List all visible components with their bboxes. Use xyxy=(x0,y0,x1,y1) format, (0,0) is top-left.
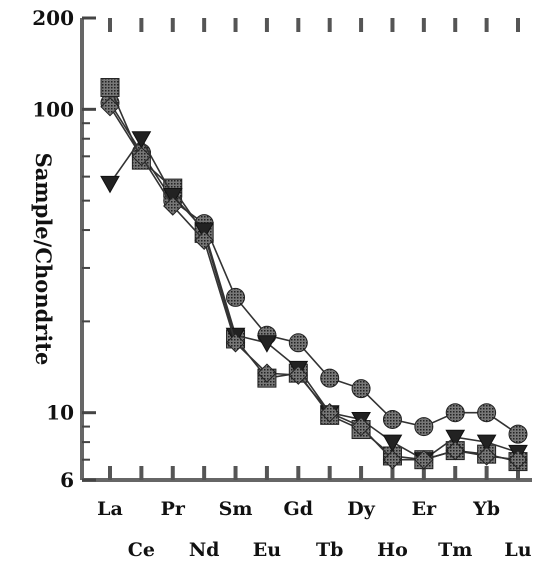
data-point-diamond xyxy=(225,333,246,353)
data-point-triangle xyxy=(100,175,120,194)
data-point-diamond xyxy=(319,402,340,423)
data-point-triangle xyxy=(257,335,277,353)
data-point-diamond xyxy=(351,416,371,437)
x-tick-label: Sm xyxy=(219,498,253,520)
data-point-diamond xyxy=(476,446,497,466)
data-point-diamond xyxy=(445,440,465,461)
data-point-diamond xyxy=(382,449,403,470)
data-point-circle xyxy=(508,424,528,444)
data-point-diamond xyxy=(414,449,434,470)
data-point-square xyxy=(100,78,120,98)
x-tick-label: Gd xyxy=(284,498,314,520)
x-tick-label: Ho xyxy=(377,539,408,561)
data-point-triangle xyxy=(476,434,497,453)
x-tick-label: Pr xyxy=(161,498,186,520)
x-tick-label: La xyxy=(97,498,123,520)
data-point-diamond xyxy=(100,97,120,117)
data-point-circle xyxy=(351,379,371,399)
data-point-triangle xyxy=(445,429,466,448)
y-axis-label: Sample/Chondrite xyxy=(31,153,56,366)
data-point-circle xyxy=(414,417,434,437)
series-layer xyxy=(100,78,528,472)
series-line xyxy=(109,102,519,435)
y-tick-label: 10 xyxy=(46,401,74,425)
data-point-diamond xyxy=(131,146,152,167)
x-tick-label: Nd xyxy=(189,539,220,561)
series-line xyxy=(109,137,519,461)
data-point-circle xyxy=(320,368,340,388)
data-point-diamond xyxy=(508,449,528,470)
data-point-diamond xyxy=(163,196,183,216)
data-point-circle xyxy=(477,403,497,423)
y-tick-label: 100 xyxy=(32,97,74,121)
x-tick-label: Yb xyxy=(472,498,500,520)
x-tick-label: Er xyxy=(412,498,437,520)
x-tick-label: Tm xyxy=(438,539,472,561)
series-triangle xyxy=(100,131,528,470)
data-point-diamond xyxy=(257,363,277,383)
data-point-circle xyxy=(445,403,465,423)
y-tick-label: 6 xyxy=(60,468,74,492)
top-tick-marks xyxy=(108,18,520,480)
series-diamond xyxy=(100,97,528,470)
data-point-diamond xyxy=(194,230,214,251)
data-point-triangle xyxy=(382,434,403,453)
y-tick-label: 200 xyxy=(32,6,74,30)
data-point-circle xyxy=(288,333,308,353)
x-tick-label: Eu xyxy=(253,539,281,561)
data-point-triangle xyxy=(131,131,152,149)
x-tick-label: Ce xyxy=(128,539,155,561)
x-tick-label: Lu xyxy=(504,539,531,561)
y-tick-labels: 200 100 10 6 xyxy=(32,6,96,492)
x-tick-label: Tb xyxy=(316,539,343,561)
data-point-circle xyxy=(226,287,246,307)
data-point-circle xyxy=(382,409,402,429)
x-tick-label: Dy xyxy=(347,498,375,520)
data-point-diamond xyxy=(288,365,309,385)
